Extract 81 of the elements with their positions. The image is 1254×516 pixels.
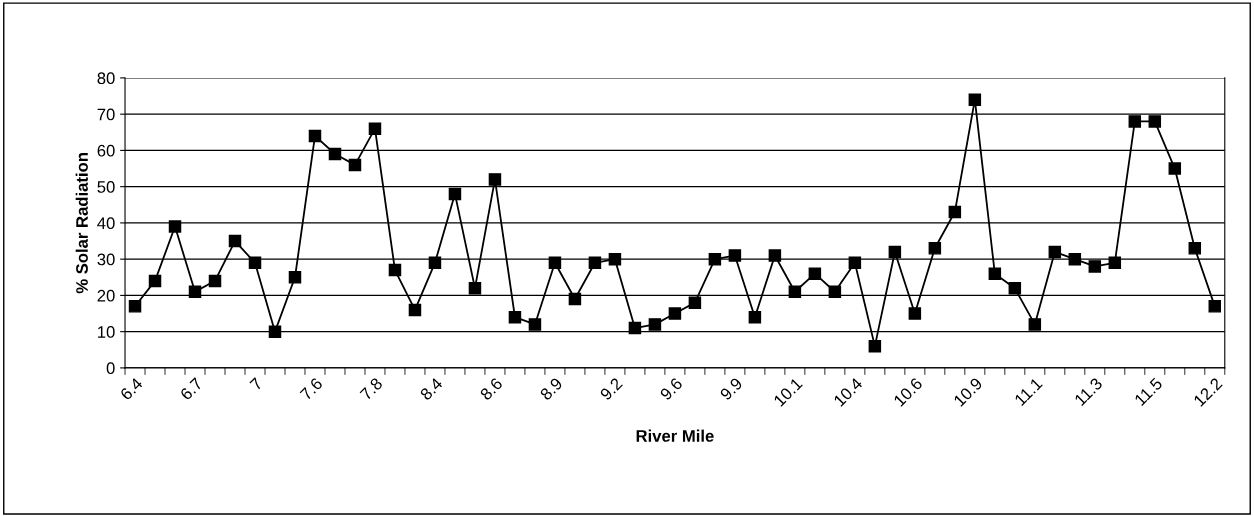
point [468, 281, 482, 295]
point [568, 292, 582, 306]
point [668, 307, 682, 320]
x-tick-label: 7 [249, 377, 263, 391]
y-tick-label: 20 [97, 289, 115, 302]
point [948, 205, 962, 219]
point [788, 285, 802, 299]
point [688, 296, 702, 309]
point [928, 242, 942, 255]
y-tick-label: 70 [97, 108, 115, 121]
x-tick-label: 9.6 [659, 377, 684, 401]
point [308, 129, 322, 143]
point [148, 274, 162, 288]
point [248, 256, 262, 270]
x-tick-label: 8.4 [419, 376, 444, 401]
point [868, 339, 882, 353]
point [1108, 256, 1122, 270]
point [648, 318, 662, 331]
y-tick-label: 30 [97, 253, 115, 266]
point [328, 147, 342, 161]
x-tick-label: 6.7 [179, 377, 204, 401]
point [608, 252, 622, 266]
x-axis-title: River Mile [636, 429, 714, 442]
point [448, 187, 462, 201]
point [1168, 162, 1182, 175]
point [388, 263, 402, 277]
x-tick-label: 9.2 [599, 377, 623, 401]
x-tick-label: 9.9 [719, 377, 743, 401]
point [348, 158, 362, 172]
point [268, 325, 282, 338]
point [808, 267, 822, 280]
x-tick-label: 11.5 [1134, 377, 1163, 407]
point [1028, 318, 1042, 331]
point [1208, 300, 1222, 313]
point [168, 220, 182, 233]
point [768, 249, 782, 262]
point [908, 307, 922, 320]
point [1048, 245, 1062, 259]
y-axis-title: % Solar Radiation [75, 153, 88, 294]
point [428, 256, 442, 270]
point [588, 256, 602, 270]
point [1188, 242, 1202, 255]
point [968, 93, 982, 106]
point [748, 310, 762, 324]
y-tick-label: 10 [98, 326, 115, 338]
point [208, 274, 222, 288]
point [1068, 252, 1082, 266]
x-tick-label: 8.9 [539, 377, 564, 401]
point [128, 300, 142, 313]
point [368, 122, 382, 135]
point [188, 285, 202, 299]
x-tick-label: 7.8 [359, 377, 384, 401]
point [548, 256, 562, 270]
point [1148, 115, 1162, 128]
point [628, 321, 642, 335]
point [228, 234, 242, 248]
point [708, 252, 722, 266]
x-tick-label: 7.6 [299, 377, 324, 401]
point [508, 310, 522, 324]
y-tick-label: 60 [97, 144, 115, 157]
x-tick-label: 11.1 [1014, 377, 1043, 406]
y-tick-label: 50 [97, 181, 115, 193]
point [848, 256, 862, 270]
point [988, 267, 1002, 280]
point [1008, 281, 1022, 295]
point [528, 318, 542, 331]
x-tick-label: 8.6 [479, 377, 504, 401]
point [488, 173, 502, 186]
x-tick-label: 10.1 [773, 377, 803, 407]
point [888, 245, 902, 259]
point [728, 249, 742, 262]
y-tick-label: 0 [106, 362, 115, 375]
point [1128, 115, 1142, 128]
y-tick-label: 80 [97, 72, 115, 85]
point [288, 271, 302, 284]
x-tick-label: 11.3 [1073, 377, 1103, 407]
point [1088, 260, 1102, 273]
y-tick-label: 40 [97, 217, 115, 230]
point [828, 285, 842, 299]
point [408, 303, 422, 317]
x-tick-label: 6.4 [119, 376, 144, 401]
